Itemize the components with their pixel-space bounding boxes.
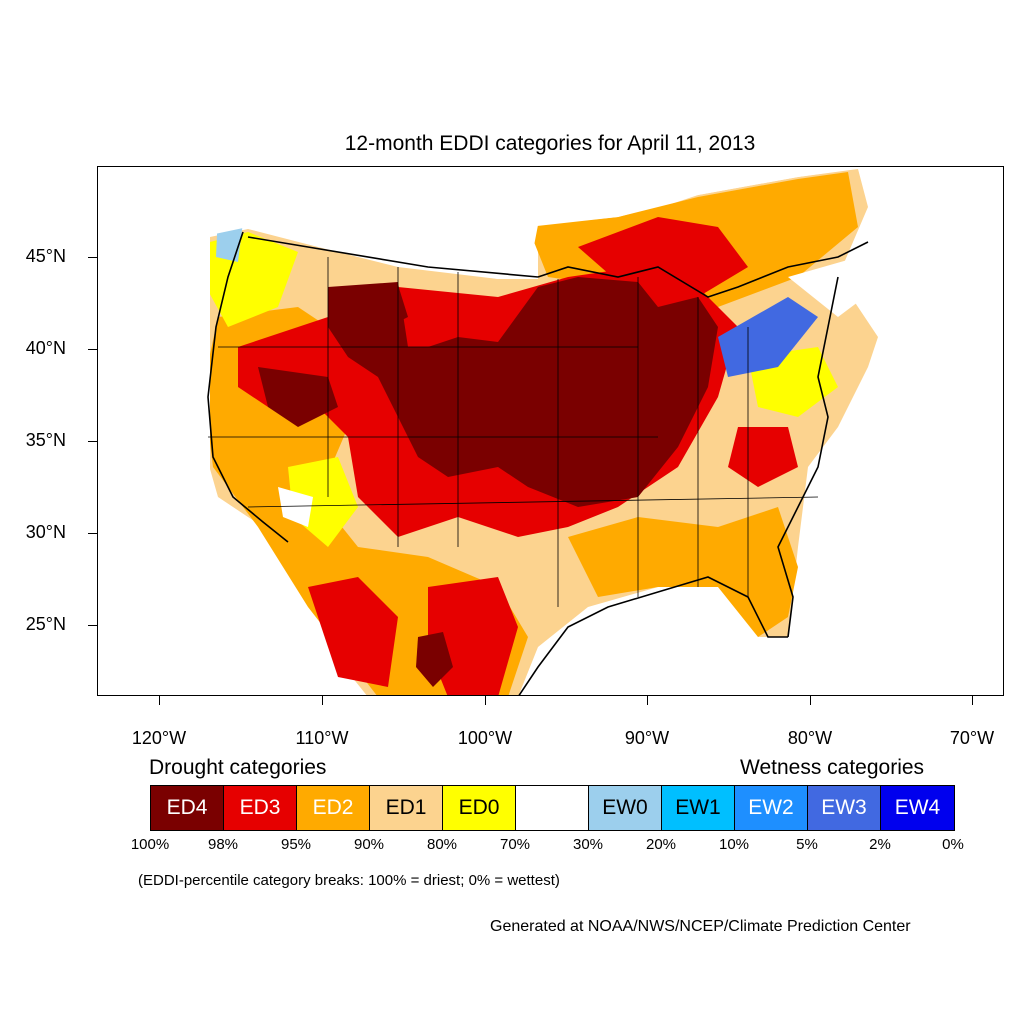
legend-swatch-ed3: ED3	[224, 786, 297, 830]
x-axis-label: 100°W	[457, 728, 513, 748]
legend-swatch-neutral	[516, 786, 589, 830]
legend-swatch-ed0: ED0	[443, 786, 516, 830]
x-axis-label: 80°W	[787, 728, 833, 748]
percentile-break-label: 5%	[796, 836, 818, 853]
legend-swatch-ew4: EW4	[881, 786, 954, 830]
percentile-break-label: 100%	[130, 836, 170, 853]
land-ed4-west	[258, 367, 338, 427]
percentile-break-label: 2%	[869, 836, 891, 853]
percentile-break-label: 20%	[645, 836, 677, 853]
legend-swatch-ew2: EW2	[735, 786, 808, 830]
eddi-map	[97, 166, 1004, 696]
y-tick	[88, 625, 97, 626]
land-ed3-south	[308, 577, 398, 687]
x-axis-label: 90°W	[624, 728, 670, 748]
y-tick	[88, 257, 97, 258]
y-axis-label: 35°N	[25, 430, 66, 450]
wet-ew3	[718, 297, 818, 377]
x-tick	[810, 696, 811, 705]
land-ed4	[328, 277, 718, 507]
percentile-break-label: 0%	[942, 836, 964, 853]
x-axis-label: 120°W	[131, 728, 187, 748]
y-axis-label: 45°N	[25, 246, 66, 266]
percentile-break-label: 98%	[207, 836, 239, 853]
coastlines	[207, 231, 869, 695]
land-ed2-south	[568, 507, 798, 637]
legend-swatch-ew3: EW3	[808, 786, 881, 830]
x-tick	[159, 696, 160, 705]
eddi-map-graphic	[98, 167, 878, 695]
category-breaks-note: (EDDI-percentile category breaks: 100% =…	[138, 872, 560, 889]
y-tick	[88, 349, 97, 350]
land-ed4-sw	[416, 632, 453, 687]
wetness-categories-title: Wetness categories	[740, 756, 925, 779]
y-axis-label: 40°N	[25, 338, 66, 358]
y-tick	[88, 533, 97, 534]
percentile-break-label: 30%	[572, 836, 604, 853]
x-tick	[972, 696, 973, 705]
x-axis-label: 70°W	[949, 728, 995, 748]
drought-categories-title: Drought categories	[149, 756, 327, 779]
legend-swatch-ed2: ED2	[297, 786, 370, 830]
legend-swatch-ew0: EW0	[589, 786, 662, 830]
y-axis-label: 30°N	[25, 522, 66, 542]
ocean-mask	[98, 167, 210, 695]
wet-white-ne	[788, 257, 878, 317]
legend-swatch-ew1: EW1	[662, 786, 735, 830]
percentile-break-label: 10%	[718, 836, 750, 853]
wet-white-sw	[278, 487, 313, 527]
north-mask	[210, 167, 868, 279]
y-tick	[88, 441, 97, 442]
x-tick	[647, 696, 648, 705]
percentile-break-label: 90%	[353, 836, 385, 853]
y-axis-label: 25°N	[25, 614, 66, 634]
category-legend: ED4 ED3 ED2 ED1 ED0 EW0 EW1 EW2 EW3 EW4	[150, 785, 955, 831]
percentile-break-label: 80%	[426, 836, 458, 853]
x-axis-label: 110°W	[295, 728, 349, 748]
x-tick	[322, 696, 323, 705]
legend-swatch-ed4: ED4	[151, 786, 224, 830]
percentile-break-label: 70%	[499, 836, 531, 853]
x-tick	[485, 696, 486, 705]
percentile-break-label: 95%	[280, 836, 312, 853]
credit-line: Generated at NOAA/NWS/NCEP/Climate Predi…	[490, 918, 911, 935]
state-borders	[208, 257, 819, 607]
land-ed3-se	[728, 427, 798, 487]
map-title: 12-month EDDI categories for April 11, 2…	[344, 132, 756, 155]
legend-swatch-ed1: ED1	[370, 786, 443, 830]
land-ed4-nw	[333, 285, 408, 337]
